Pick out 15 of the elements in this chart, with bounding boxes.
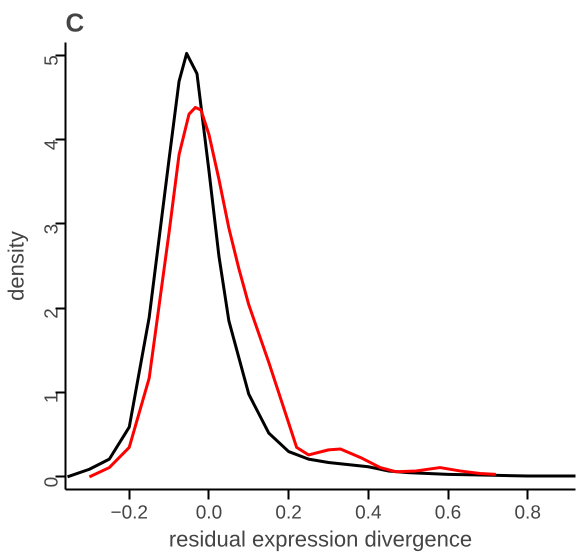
x-tick-label: 0.8 [514, 502, 541, 524]
y-tick-label: 4 [42, 139, 62, 150]
x-tick-label: 0.2 [275, 502, 302, 524]
x-tick-label: 0.4 [355, 502, 382, 524]
x-axis-title: residual expression divergence [168, 526, 472, 552]
y-tick-label: 1 [42, 392, 62, 404]
y-tick-label: 0 [42, 476, 62, 488]
y-tick-label: 5 [42, 55, 62, 66]
y-tick-label: 3 [42, 224, 62, 234]
x-tick-label: 0.6 [434, 502, 462, 524]
y-axis-title: density [4, 231, 28, 301]
x-tick-label: 0.0 [196, 502, 222, 524]
chart-title: C [66, 8, 84, 38]
x-tick-label: −0.2 [110, 502, 148, 524]
y-tick-label: 2 [42, 308, 62, 319]
